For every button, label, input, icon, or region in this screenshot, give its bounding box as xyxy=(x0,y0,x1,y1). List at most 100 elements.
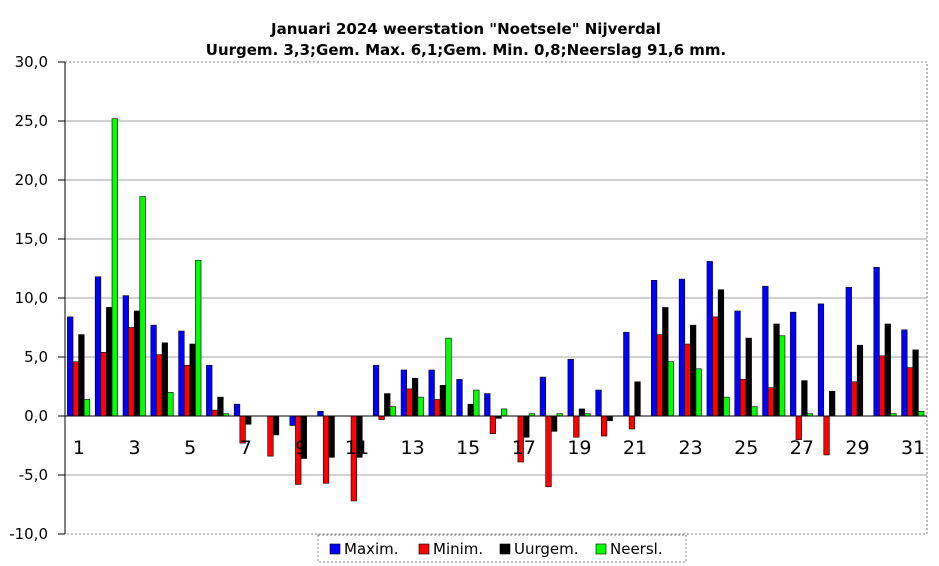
bar xyxy=(489,415,497,435)
y-tick-label: 0,0 xyxy=(24,407,48,425)
bar xyxy=(545,415,552,488)
bar xyxy=(523,415,530,438)
bar xyxy=(678,278,686,417)
bar xyxy=(389,406,396,417)
bar xyxy=(156,354,163,417)
bar xyxy=(595,389,602,417)
bar xyxy=(272,415,280,436)
bar xyxy=(745,337,752,417)
bar xyxy=(790,311,797,417)
bar xyxy=(734,310,741,417)
bar xyxy=(717,289,725,417)
bar xyxy=(823,415,830,456)
x-tick-label: 11 xyxy=(345,437,369,459)
x-tick-label: 9 xyxy=(295,437,307,459)
bar xyxy=(851,381,858,417)
legend-label: Maxim. xyxy=(344,540,399,558)
x-tick-label: 19 xyxy=(567,437,591,459)
x-tick-label: 17 xyxy=(512,437,536,459)
bar xyxy=(773,323,780,417)
bar xyxy=(267,415,274,457)
bar xyxy=(801,380,808,417)
bar xyxy=(372,364,380,417)
bar xyxy=(139,196,146,417)
bar xyxy=(751,406,758,417)
bar xyxy=(434,399,441,417)
bar xyxy=(551,415,558,432)
x-tick-label: 7 xyxy=(240,437,252,459)
x-tick-label: 5 xyxy=(184,437,196,459)
bar xyxy=(83,399,91,417)
bar xyxy=(662,307,669,417)
x-tick-label: 23 xyxy=(679,437,703,459)
bar xyxy=(762,285,769,417)
bar xyxy=(100,351,107,417)
bar xyxy=(128,327,135,417)
bar xyxy=(189,343,196,417)
bar xyxy=(378,415,385,420)
x-tick-label: 13 xyxy=(400,437,424,459)
bar xyxy=(445,337,452,417)
bar xyxy=(845,287,852,417)
bar xyxy=(879,355,886,417)
bar xyxy=(567,359,574,417)
bar xyxy=(289,415,296,426)
bar xyxy=(133,310,141,417)
bar xyxy=(500,408,508,417)
x-tick-label: 21 xyxy=(623,437,647,459)
x-tick-label: 1 xyxy=(73,437,85,459)
legend-swatch xyxy=(595,543,607,555)
bar xyxy=(767,387,775,417)
x-tick-label: 29 xyxy=(845,437,869,459)
bar xyxy=(912,349,919,417)
bar xyxy=(623,331,630,417)
bar xyxy=(106,307,113,417)
bar xyxy=(656,334,663,417)
y-tick-label: -5,0 xyxy=(19,466,48,484)
bar xyxy=(206,364,213,417)
bar xyxy=(211,409,218,417)
bar xyxy=(484,393,491,417)
y-tick-label: 5,0 xyxy=(24,348,48,366)
bar xyxy=(111,118,118,417)
bar xyxy=(473,389,480,417)
bar xyxy=(918,410,925,417)
legend-swatch xyxy=(499,543,511,555)
plot-area: 30,025,020,015,010,05,00,0-5,0-10,01 3 5 7 9… xyxy=(9,53,928,543)
bar xyxy=(67,316,74,417)
bar xyxy=(417,396,424,417)
bar xyxy=(695,368,702,417)
legend-label: Minim. xyxy=(433,540,483,558)
y-tick-label: 25,0 xyxy=(15,112,48,130)
bar xyxy=(712,316,719,417)
bar xyxy=(539,376,547,417)
bar xyxy=(122,295,129,417)
y-tick-label: 15,0 xyxy=(15,230,48,248)
y-tick-label: 30,0 xyxy=(15,53,48,71)
bar xyxy=(779,335,786,417)
bar xyxy=(884,323,891,417)
bar xyxy=(400,369,407,417)
x-tick-label: 3 xyxy=(128,437,140,459)
bar xyxy=(723,396,730,417)
legend: Maxim. Minim. Uurgem. Neersl. xyxy=(317,534,687,563)
legend-swatch xyxy=(329,543,341,555)
bar xyxy=(78,334,85,417)
bar xyxy=(578,408,586,417)
bar xyxy=(322,415,330,484)
bar xyxy=(428,369,435,417)
chart-subtitle: Uurgem. 3,3;Gem. Max. 6,1;Gem. Min. 0,8;… xyxy=(206,41,726,59)
bar xyxy=(439,385,446,417)
legend-swatch xyxy=(418,543,430,555)
bar xyxy=(906,367,914,417)
x-tick-label: 31 xyxy=(901,437,925,459)
x-tick-label: 15 xyxy=(456,437,480,459)
y-tick-label: 20,0 xyxy=(15,171,48,189)
bar xyxy=(183,364,191,417)
bar xyxy=(901,329,908,417)
x-tick-label: 27 xyxy=(790,437,814,459)
legend-label: Uurgem. xyxy=(514,540,579,558)
bar xyxy=(328,415,335,458)
bar xyxy=(651,279,658,417)
